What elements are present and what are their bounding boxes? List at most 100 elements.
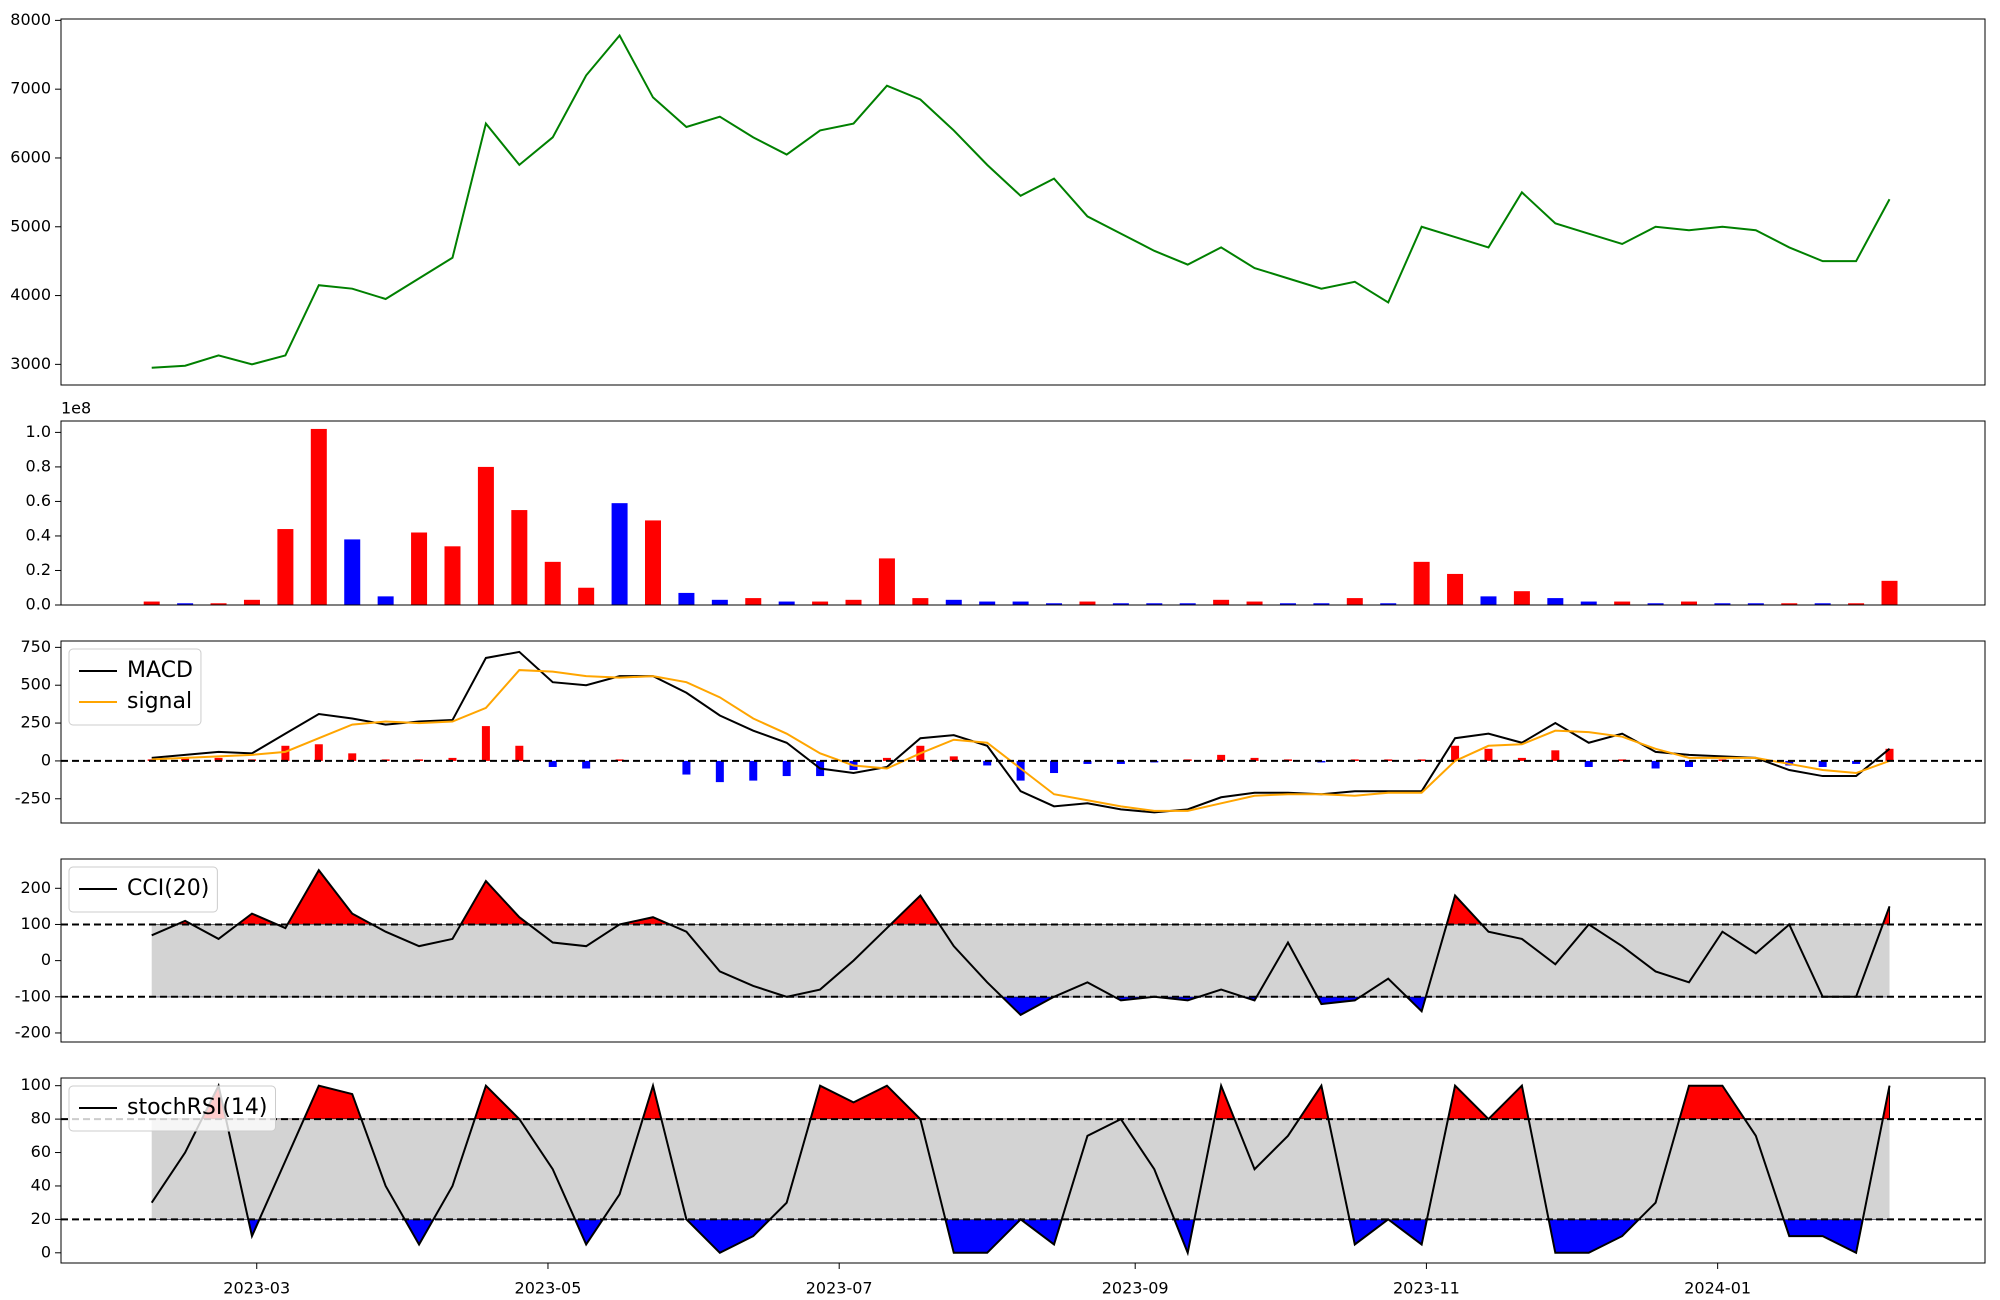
histogram-bar — [548, 760, 557, 767]
histogram-bar — [882, 757, 891, 761]
series-line — [151, 33, 1891, 369]
y-tick-label: 0.6 — [26, 491, 51, 510]
bar — [143, 601, 160, 605]
histogram-bar — [1484, 748, 1493, 761]
bar — [1881, 580, 1898, 605]
bar — [578, 587, 595, 605]
y-offset-label: 1e8 — [61, 399, 91, 418]
bar — [1513, 591, 1530, 605]
panel-frame — [60, 858, 1986, 1043]
oversold-fill — [151, 996, 1891, 1016]
y-tick-label: 0 — [41, 950, 51, 969]
bar — [1079, 601, 1096, 605]
bar — [1647, 603, 1664, 605]
histogram-bar — [1083, 760, 1092, 764]
bar — [1848, 603, 1865, 605]
bar — [1213, 599, 1230, 605]
bar — [945, 599, 962, 605]
x-tick-label: 2023-07 — [806, 1279, 873, 1298]
bar — [1112, 603, 1129, 605]
y-tick-label: 750 — [20, 637, 51, 656]
y-tick-label: 0.8 — [26, 456, 51, 475]
histogram-bar — [314, 744, 323, 761]
y-tick-label: 0 — [41, 1242, 51, 1261]
histogram-bar — [1250, 757, 1259, 761]
y-tick-label: 7000 — [10, 79, 51, 98]
y-tick-label: 5000 — [10, 216, 51, 235]
panel-frame — [60, 640, 1986, 824]
legend: stochRSI(14) — [68, 1085, 276, 1132]
neutral-band — [151, 924, 1890, 997]
histogram-bar — [682, 760, 691, 775]
bar — [1614, 601, 1631, 605]
histogram-bar — [448, 757, 457, 761]
bar — [1279, 603, 1296, 605]
histogram-bar — [1517, 757, 1526, 761]
histogram-bar — [1685, 760, 1693, 767]
histogram-bar — [582, 760, 591, 769]
x-tick-label: 2023-03 — [223, 1279, 290, 1298]
bar — [611, 503, 628, 605]
bar — [310, 428, 327, 605]
bar — [1413, 561, 1430, 605]
x-tick-label: 2023-05 — [515, 1279, 582, 1298]
bar — [1313, 603, 1330, 605]
x-tick-label: 2023-11 — [1393, 1279, 1460, 1298]
histogram-bar — [481, 726, 490, 761]
y-tick-label: 500 — [20, 675, 51, 694]
bar — [277, 529, 294, 605]
panel-frame — [60, 420, 1986, 606]
bar — [1580, 601, 1597, 605]
histogram-bar — [615, 759, 624, 761]
histogram-bar — [181, 758, 190, 761]
overbought-fill — [151, 869, 1891, 925]
bar — [812, 601, 829, 605]
histogram-bar — [515, 745, 524, 761]
histogram-bar — [1217, 754, 1226, 761]
bar — [1380, 603, 1397, 605]
histogram-bar — [1116, 760, 1125, 764]
bar — [1046, 603, 1063, 605]
bar — [1246, 601, 1263, 605]
bar — [1179, 603, 1196, 605]
bar — [1747, 603, 1764, 605]
neutral-band — [151, 1119, 1890, 1220]
oversold-fill — [151, 1219, 1891, 1255]
bar — [177, 603, 194, 605]
series-line — [151, 868, 1891, 1017]
histogram-bar — [949, 756, 958, 761]
bar — [711, 599, 728, 605]
bar — [1447, 573, 1464, 605]
bar — [544, 561, 561, 605]
bar — [912, 598, 929, 605]
y-tick-label: 8000 — [10, 10, 51, 29]
y-tick-label: 20 — [31, 1209, 51, 1228]
y-tick-label: 3000 — [10, 354, 51, 373]
y-tick-label: 0.0 — [26, 595, 51, 614]
panel-frame — [60, 18, 1986, 386]
histogram-bar — [1618, 759, 1627, 761]
bar — [979, 601, 996, 605]
legend-label: MACD — [127, 658, 193, 683]
legend: MACD signal — [68, 648, 202, 726]
bar — [1346, 598, 1363, 605]
bar — [878, 558, 895, 605]
histogram-bar — [782, 760, 791, 777]
histogram-bar — [749, 760, 758, 781]
histogram-bar — [348, 753, 357, 761]
histogram-bar — [1451, 745, 1460, 761]
histogram-bar — [1818, 760, 1827, 767]
y-tick-label: 0.2 — [26, 560, 51, 579]
legend-label: CCI(20) — [127, 876, 209, 901]
x-tick-label: 2023-09 — [1102, 1279, 1169, 1298]
bar — [1781, 603, 1798, 605]
bar — [411, 532, 428, 605]
legend: CCI(20) — [68, 866, 218, 913]
bar — [678, 592, 695, 605]
y-tick-label: 1.0 — [26, 422, 51, 441]
legend-box — [68, 648, 202, 726]
histogram-bar — [1551, 750, 1560, 761]
bar — [1547, 598, 1564, 605]
y-tick-label: 6000 — [10, 147, 51, 166]
